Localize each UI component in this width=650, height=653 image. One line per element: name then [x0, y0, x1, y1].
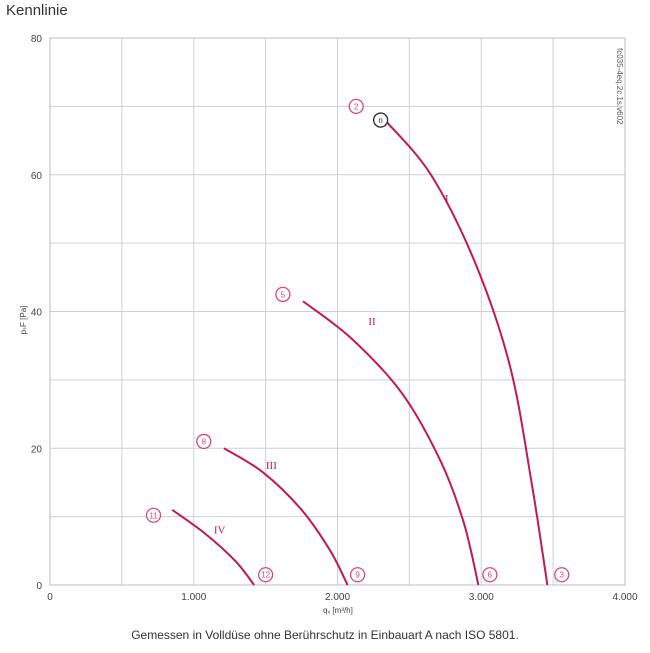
operating-point-6: 6: [482, 567, 498, 583]
curve-label-1: I: [445, 193, 449, 205]
operating-point-8: 8: [196, 433, 212, 450]
operating-point-label: 6: [488, 571, 493, 580]
operating-point-n: n: [372, 112, 389, 128]
operating-point-3: 3: [554, 567, 570, 583]
operating-point-label: 9: [355, 571, 360, 580]
chart-title: Kennlinie: [6, 2, 68, 19]
operating-point-circle: [348, 98, 364, 115]
operating-point-circle: [482, 567, 498, 583]
operating-point-2: 2: [348, 98, 364, 115]
x-tick-label: 3.000: [469, 592, 494, 603]
operating-point-circle: [349, 567, 366, 583]
curve-3: [223, 447, 349, 586]
operating-point-label: 3: [560, 571, 565, 580]
x-axis-ticks: 0 1.000 2.000 3.000 4.000: [47, 592, 638, 603]
operating-point-label: n: [378, 116, 382, 125]
operating-point-11: 11: [145, 507, 162, 523]
operating-point-label: 2: [354, 102, 359, 111]
x-tick-label: 2.000: [325, 592, 350, 603]
y-tick-label: 40: [31, 308, 43, 319]
operating-point-circle: [257, 567, 274, 583]
operating-point-circle: [554, 567, 570, 583]
curve-1: [384, 119, 549, 586]
x-tick-label: 1.000: [181, 592, 206, 603]
y-tick-label: 20: [31, 444, 43, 455]
curve-label-4: IV: [214, 525, 226, 537]
curve-label-2: II: [368, 316, 376, 328]
operating-point-label: 8: [202, 437, 207, 446]
characteristic-curve-chart: 0 1.000 2.000 3.000 4.000 0 20 40 60 80 qᵥ [m³/h…: [19, 34, 638, 615]
curve-4: [171, 508, 255, 586]
operating-point-label: 5: [281, 290, 286, 299]
measurement-footnote: Gemessen in Volldüse ohne Berührschutz i…: [131, 628, 519, 642]
y-tick-label: 0: [36, 581, 42, 592]
operating-point-label: 11: [149, 511, 158, 520]
operating-point-9: 9: [349, 567, 366, 583]
operating-point-12: 12: [257, 567, 274, 583]
curve-2: [302, 300, 480, 586]
y-tick-label: 80: [31, 34, 43, 45]
operating-point-markers: 2 n 5 8 11 12 9 6 3: [145, 98, 570, 583]
x-axis-label: qᵥ [m³/h]: [323, 606, 353, 615]
x-tick-label: 0: [47, 592, 53, 603]
operating-point-circle: [275, 286, 291, 303]
curve-label-3: III: [266, 460, 277, 472]
operating-point-label: 12: [261, 571, 270, 580]
operating-point-circle: [145, 507, 162, 523]
operating-point-5: 5: [275, 286, 291, 303]
x-tick-label: 4.000: [612, 592, 637, 603]
figure-code-label: fc035-4eq.2c.1s.v602: [615, 48, 624, 125]
y-axis-ticks: 0 20 40 60 80: [31, 34, 43, 592]
plot-frame: [49, 37, 626, 586]
operating-point-circle: [196, 433, 212, 450]
y-axis-label: pₛF [Pa]: [19, 306, 28, 335]
y-tick-label: 60: [31, 171, 43, 182]
grid-lines: [49, 37, 626, 586]
operating-point-circle: [372, 112, 389, 128]
